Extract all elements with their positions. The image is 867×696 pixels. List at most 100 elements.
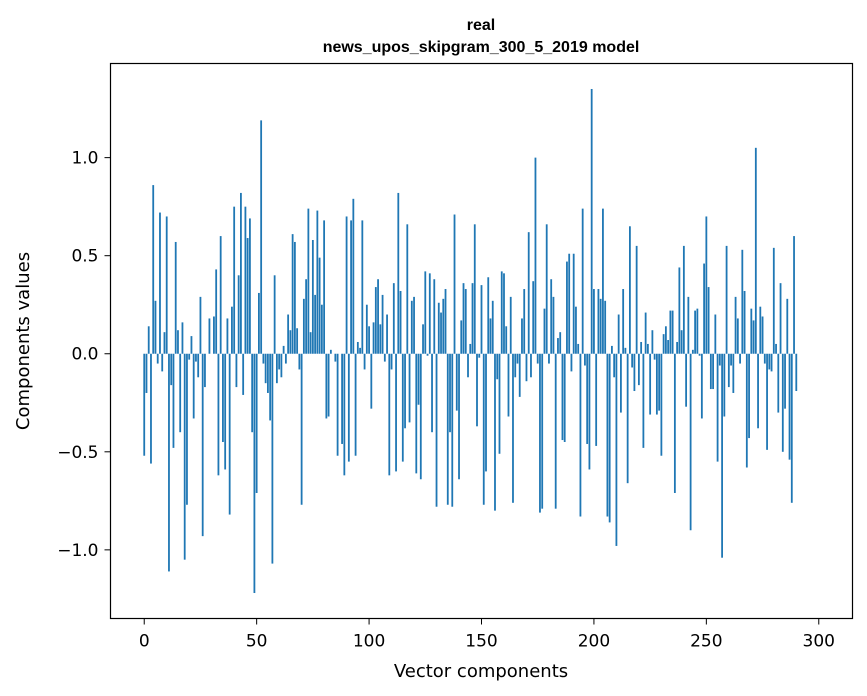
- bar: [271, 353, 274, 564]
- bar: [754, 147, 757, 354]
- bar: [302, 298, 305, 354]
- bar: [399, 290, 402, 354]
- bar: [390, 353, 393, 370]
- bar: [240, 192, 242, 354]
- bar: [298, 353, 301, 370]
- bar: [305, 279, 308, 354]
- bar: [190, 336, 193, 354]
- bar: [620, 353, 622, 413]
- bar: [222, 353, 224, 442]
- bar: [293, 241, 296, 354]
- bar: [682, 245, 685, 354]
- bar: [660, 353, 663, 456]
- x-axis-ticks: 0 50 100 150 200 250 300: [139, 618, 835, 652]
- bar: [568, 253, 571, 354]
- bar: [786, 298, 789, 354]
- bar: [709, 353, 712, 390]
- bar: [743, 290, 746, 354]
- bar: [602, 208, 604, 354]
- bar: [170, 353, 173, 386]
- bar: [289, 330, 292, 354]
- bar: [534, 157, 537, 354]
- bar: [581, 208, 584, 354]
- bar: [734, 296, 737, 354]
- bar: [586, 353, 589, 444]
- x-tick-label: 50: [246, 632, 268, 652]
- bar: [494, 353, 496, 511]
- bar: [462, 283, 465, 354]
- bar: [345, 216, 348, 354]
- bar: [361, 220, 364, 354]
- bar: [275, 353, 278, 384]
- bar: [480, 285, 483, 354]
- bar: [530, 353, 532, 378]
- bar: [485, 353, 487, 472]
- bar: [379, 324, 382, 354]
- bar: [606, 353, 609, 517]
- bar: [514, 353, 517, 378]
- bar: [642, 353, 645, 448]
- bar: [397, 192, 400, 354]
- bar: [363, 353, 366, 370]
- bar: [550, 279, 553, 354]
- bar: [577, 343, 580, 354]
- bar: [566, 261, 568, 354]
- bar: [730, 353, 732, 366]
- bar: [512, 353, 514, 503]
- bars-group: [143, 88, 798, 594]
- bar: [552, 296, 555, 354]
- bar: [597, 289, 600, 354]
- bar: [404, 353, 406, 429]
- bar: [244, 206, 247, 354]
- bar: [253, 353, 256, 594]
- bar: [700, 353, 703, 419]
- bar: [372, 322, 375, 354]
- bar: [572, 253, 575, 354]
- bar: [165, 216, 168, 354]
- bar: [352, 198, 355, 354]
- bar: [584, 353, 586, 366]
- bar: [489, 318, 492, 354]
- bar: [458, 353, 460, 480]
- bar: [431, 353, 433, 433]
- bar: [273, 275, 276, 354]
- bar: [264, 353, 267, 384]
- bar: [678, 267, 681, 354]
- bar: [685, 353, 688, 407]
- bar: [590, 88, 593, 354]
- bar: [199, 296, 202, 354]
- bar: [539, 353, 541, 513]
- bar: [664, 326, 667, 354]
- bar: [761, 316, 764, 354]
- bar: [748, 353, 750, 439]
- bar: [334, 353, 337, 362]
- bar: [228, 353, 231, 515]
- bar: [215, 269, 218, 354]
- bar: [624, 347, 627, 354]
- bar: [725, 245, 728, 354]
- bar: [473, 224, 476, 354]
- bar: [759, 306, 762, 354]
- bar: [626, 353, 629, 484]
- bar: [655, 353, 658, 415]
- bar: [343, 353, 346, 476]
- bar: [525, 353, 528, 382]
- bar: [143, 353, 146, 456]
- bar: [739, 353, 741, 364]
- bar: [736, 318, 739, 354]
- bar: [172, 353, 175, 448]
- bar: [521, 318, 523, 354]
- bar: [557, 338, 559, 354]
- bar: [644, 312, 647, 354]
- bar: [469, 343, 472, 354]
- bar: [300, 353, 303, 505]
- bar: [669, 310, 672, 354]
- bar: [615, 353, 618, 546]
- bar: [745, 353, 748, 468]
- bar: [503, 273, 505, 354]
- bar: [714, 314, 717, 354]
- bar: [417, 353, 420, 405]
- bar: [498, 353, 501, 454]
- bar: [599, 298, 602, 354]
